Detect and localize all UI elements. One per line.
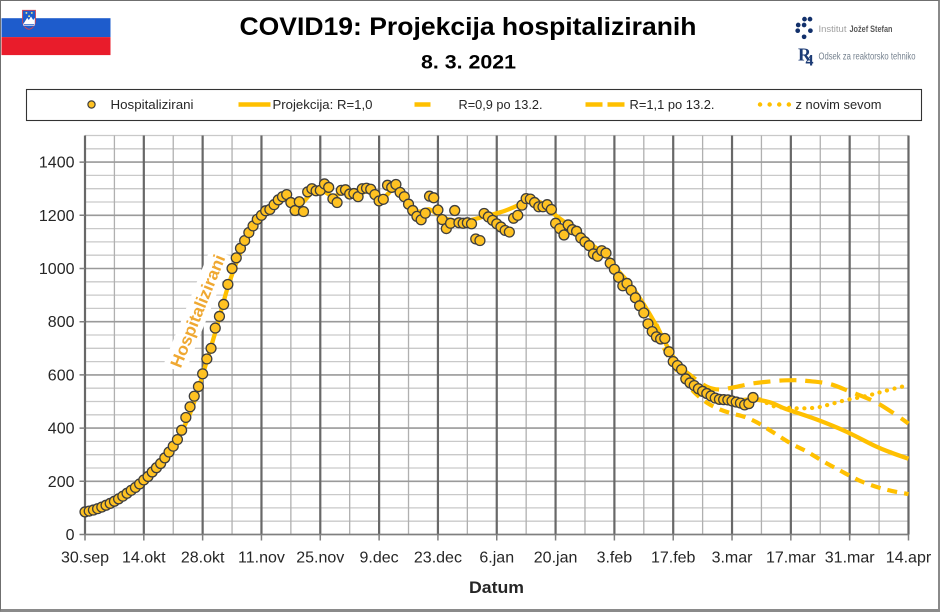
svg-text:17.mar: 17.mar [766, 550, 816, 567]
svg-text:25.nov: 25.nov [296, 550, 344, 567]
svg-text:1000: 1000 [39, 261, 75, 278]
svg-text:R: R [798, 45, 812, 65]
svg-text:28.okt: 28.okt [181, 550, 225, 567]
svg-text:400: 400 [48, 421, 75, 438]
svg-text:1200: 1200 [39, 208, 75, 225]
svg-text:31.mar: 31.mar [825, 550, 875, 567]
svg-text:14.apr: 14.apr [886, 550, 932, 567]
svg-text:Institut: Institut [819, 24, 847, 35]
svg-text:R=0,9 po 13.2.: R=0,9 po 13.2. [459, 97, 543, 112]
svg-text:R=1,1 po 13.2.: R=1,1 po 13.2. [630, 97, 715, 112]
svg-text:800: 800 [48, 314, 75, 331]
svg-text:14.okt: 14.okt [122, 550, 166, 567]
svg-text:9.dec: 9.dec [360, 550, 399, 567]
svg-text:Datum: Datum [469, 578, 524, 597]
svg-text:Hospitalizirani: Hospitalizirani [111, 97, 194, 112]
svg-text:30.sep: 30.sep [61, 550, 109, 567]
svg-text:11.nov: 11.nov [238, 550, 285, 567]
svg-text:23.dec: 23.dec [414, 550, 462, 567]
svg-text:COVID19: Projekcija hospitaliz: COVID19: Projekcija hospitaliziranih [240, 13, 697, 41]
svg-text:6.jan: 6.jan [479, 550, 514, 567]
svg-text:Odsek za reaktorsko tehniko: Odsek za reaktorsko tehniko [819, 52, 916, 63]
svg-text:3.feb: 3.feb [597, 550, 633, 567]
svg-text:17.feb: 17.feb [651, 550, 696, 567]
svg-text:8. 3. 2021: 8. 3. 2021 [421, 53, 516, 74]
svg-text:3.mar: 3.mar [712, 550, 754, 567]
svg-text:z novim sevom: z novim sevom [796, 97, 882, 112]
svg-text:1400: 1400 [39, 155, 75, 172]
svg-text:20.jan: 20.jan [534, 550, 578, 567]
svg-text:200: 200 [48, 474, 75, 491]
svg-text:Jožef Stefan: Jožef Stefan [850, 24, 893, 35]
svg-text:0: 0 [66, 527, 75, 544]
svg-text:600: 600 [48, 367, 75, 384]
svg-text:Projekcija: R=1,0: Projekcija: R=1,0 [273, 97, 373, 112]
svg-text:4: 4 [806, 53, 814, 70]
